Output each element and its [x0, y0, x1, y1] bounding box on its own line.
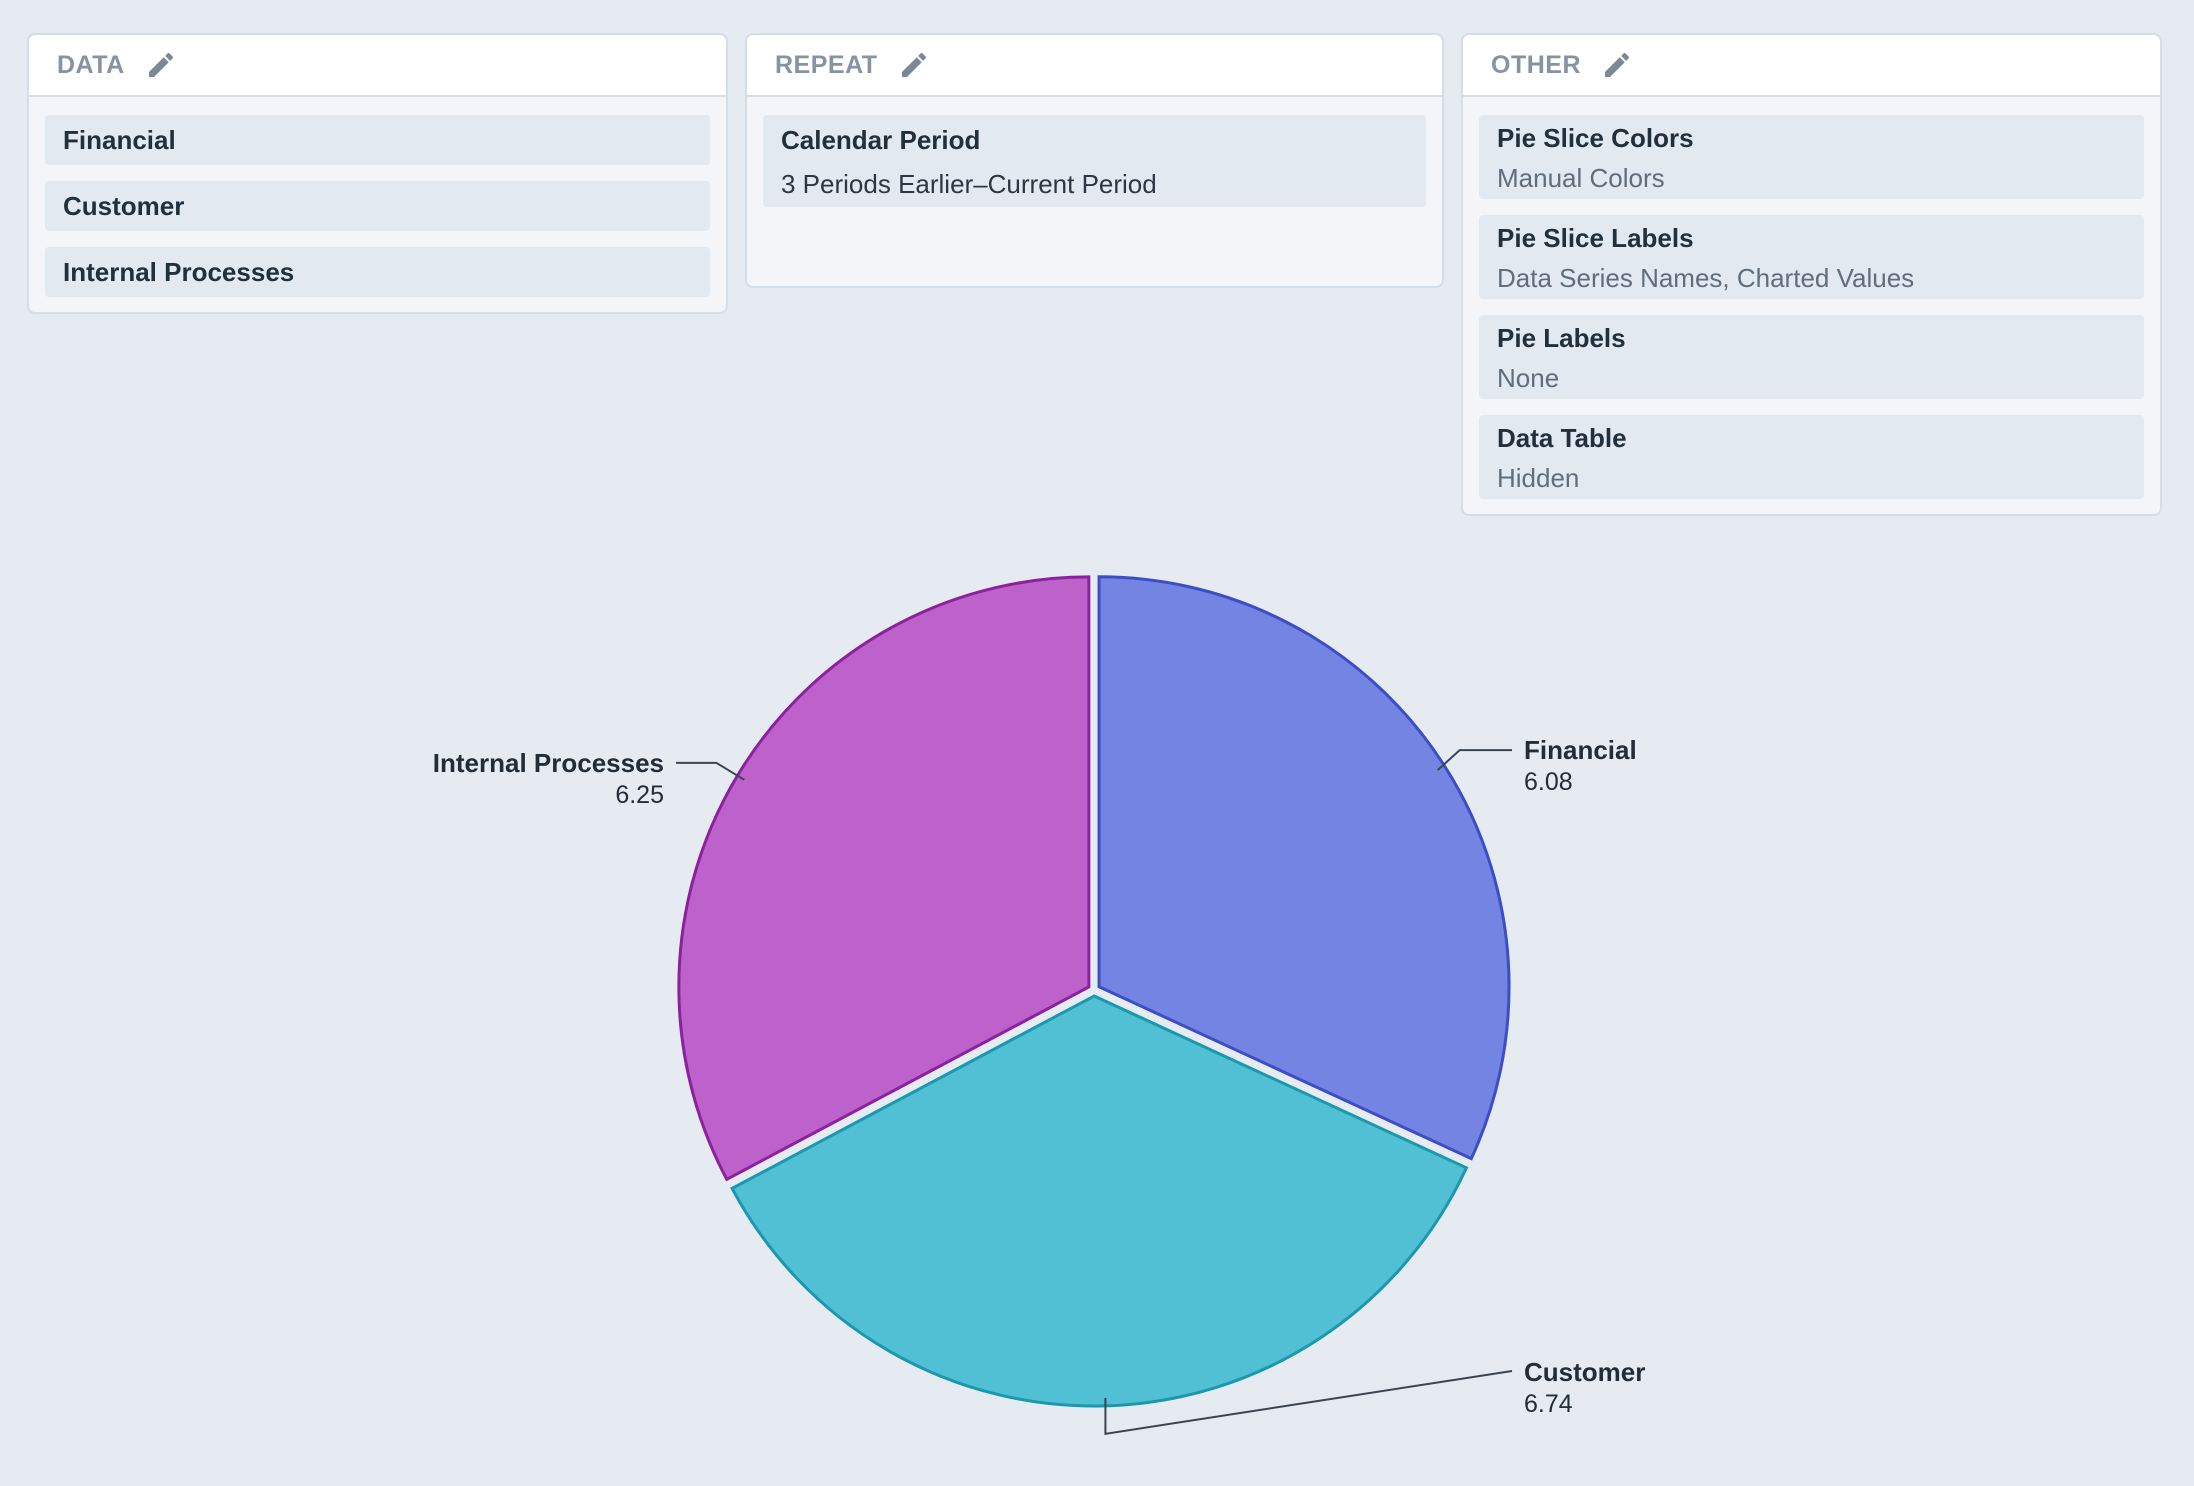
repeat-item-value: 3 Periods Earlier–Current Period [781, 169, 1157, 199]
other-item-data-table[interactable]: Data Table Hidden [1479, 415, 2144, 499]
pie-slice-value: 6.25 [615, 781, 664, 809]
pie-slice-financial[interactable] [1097, 575, 1511, 1161]
pie-leader-line [1104, 1370, 1513, 1436]
pie-slice-customer[interactable] [730, 994, 1469, 1408]
other-item-value: None [1497, 363, 1560, 393]
data-panel: DATA Financial Customer Internal Process… [27, 33, 728, 314]
pie-slice-label: Customer [1524, 1357, 1645, 1387]
other-item-value: Manual Colors [1497, 163, 1665, 193]
data-panel-title: DATA [57, 50, 125, 79]
data-item-customer[interactable]: Customer [45, 181, 710, 231]
other-panel-header: OTHER [1463, 35, 2160, 97]
pie-slice-label: Financial [1524, 735, 1637, 765]
other-item-pie-labels[interactable]: Pie Labels None [1479, 315, 2144, 399]
pie-slice-label: Internal Processes [433, 748, 664, 778]
repeat-panel-title: REPEAT [775, 50, 878, 79]
pie-leader-line [1437, 749, 1512, 771]
pencil-icon[interactable] [1601, 49, 1633, 81]
pencil-icon[interactable] [145, 49, 177, 81]
data-item-financial[interactable]: Financial [45, 115, 710, 165]
repeat-item-label: Calendar Period [781, 125, 981, 155]
other-item-label: Pie Slice Colors [1497, 123, 1694, 153]
pie-slice-value: 6.08 [1524, 768, 1573, 796]
pencil-icon[interactable] [898, 49, 930, 81]
other-item-value: Data Series Names, Charted Values [1497, 263, 1915, 293]
other-item-pie-slice-colors[interactable]: Pie Slice Colors Manual Colors [1479, 115, 2144, 199]
repeat-panel: REPEAT Calendar Period 3 Periods Earlier… [745, 33, 1444, 288]
pie-slice-value: 6.74 [1524, 1390, 1573, 1418]
other-item-label: Pie Labels [1497, 323, 1626, 353]
other-item-label: Pie Slice Labels [1497, 223, 1694, 253]
data-item-internal-processes[interactable]: Internal Processes [45, 247, 710, 297]
other-item-value: Hidden [1497, 463, 1580, 493]
other-item-pie-slice-labels[interactable]: Pie Slice Labels Data Series Names, Char… [1479, 215, 2144, 299]
pie-slice-internal-processes[interactable] [677, 575, 1091, 1182]
pie-leader-line [676, 761, 745, 781]
other-panel-title: OTHER [1491, 50, 1581, 79]
data-panel-header: DATA [29, 35, 726, 97]
other-item-label: Data Table [1497, 423, 1627, 453]
repeat-item-calendar-period[interactable]: Calendar Period 3 Periods Earlier–Curren… [763, 115, 1426, 207]
other-panel: OTHER Pie Slice Colors Manual Colors Pie… [1461, 33, 2162, 516]
repeat-panel-header: REPEAT [747, 35, 1442, 97]
